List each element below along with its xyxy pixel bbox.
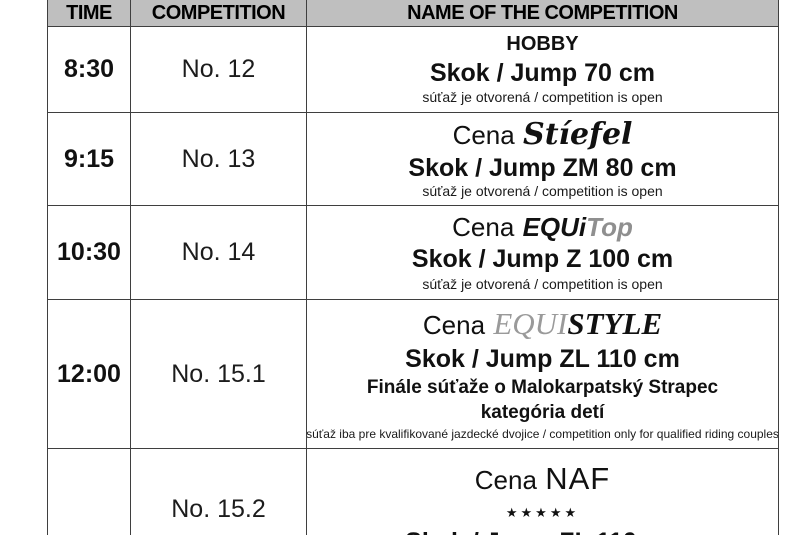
time-value: 10:30 [48, 206, 131, 300]
jump-spec: Skok / Jump ZL 110 cm [405, 528, 680, 535]
competition-name-cell: Cena NAF ★★★★★ Skok / Jump ZL 110 cm [307, 449, 779, 535]
jump-spec: Skok / Jump 70 cm [429, 58, 656, 87]
brand-equitop-top: Top [586, 211, 633, 242]
title-prefix: Cena [474, 464, 537, 495]
time-value [48, 449, 131, 535]
time-value: 9:15 [48, 113, 131, 206]
jump-spec: Skok / Jump Z 100 cm [411, 245, 674, 274]
open-note: súťaž je otvorená / competition is open [422, 89, 663, 106]
column-header-time: TIME [48, 0, 131, 27]
competition-schedule-table: TIME COMPETITION NAME OF THE COMPETITION… [47, 0, 779, 535]
competition-name-cell: Cena EQUISTYLE Skok / Jump ZL 110 cm Finá… [307, 300, 779, 449]
competition-title: Cena EQUISTYLE [422, 305, 663, 342]
qualification-note: súťaž iba pre kvalifikované jazdecké dvo… [307, 426, 779, 441]
competition-title: Cena NAF [474, 460, 611, 497]
brand-naf: NAF [545, 460, 611, 496]
five-stars-icon: ★★★★★ [505, 504, 580, 520]
open-note: súťaž je otvorená / competition is open [422, 183, 663, 200]
title-prefix: Cena [422, 309, 486, 340]
jump-spec: Skok / Jump ZM 80 cm [408, 153, 677, 182]
competition-name-cell: HOBBY Skok / Jump 70 cm súťaž je otvoren… [307, 27, 779, 113]
open-note: súťaž je otvorená / competition is open [422, 275, 663, 292]
competition-title: Cena EQUiTop [452, 211, 633, 242]
competition-number: No. 15.2 [131, 449, 307, 535]
competition-number: No. 12 [131, 27, 307, 113]
competition-number: No. 13 [131, 113, 307, 206]
brand-equistyle-equi: EQUI [493, 305, 568, 341]
competition-title: HOBBY [506, 33, 579, 56]
brand-equistyle-style: STYLE [567, 305, 663, 341]
competition-name-cell: Cena Stíefel Skok / Jump ZM 80 cm súťaž j… [307, 113, 779, 206]
competition-number: No. 15.1 [131, 300, 307, 449]
competition-number: No. 14 [131, 206, 307, 300]
title-prefix: Cena [452, 211, 515, 242]
brand-equitop-equi: EQUi [522, 211, 587, 242]
category-note: kategória detí [480, 402, 605, 424]
jump-spec: Skok / Jump ZL 110 cm [405, 345, 680, 374]
final-note: Finále súťaže o Malokarpatský Strapec [366, 377, 719, 399]
competition-title: Cena Stíefel [453, 118, 633, 152]
column-header-competition: COMPETITION [131, 0, 307, 27]
competition-name-cell: Cena EQUiTop Skok / Jump Z 100 cm súťaž j… [307, 206, 779, 300]
time-value: 12:00 [48, 300, 131, 449]
column-header-name: NAME OF THE COMPETITION [307, 0, 779, 27]
title-prefix: Cena [452, 120, 515, 151]
brand-stiefel: Stíefel [523, 117, 633, 153]
time-value: 8:30 [48, 27, 131, 113]
